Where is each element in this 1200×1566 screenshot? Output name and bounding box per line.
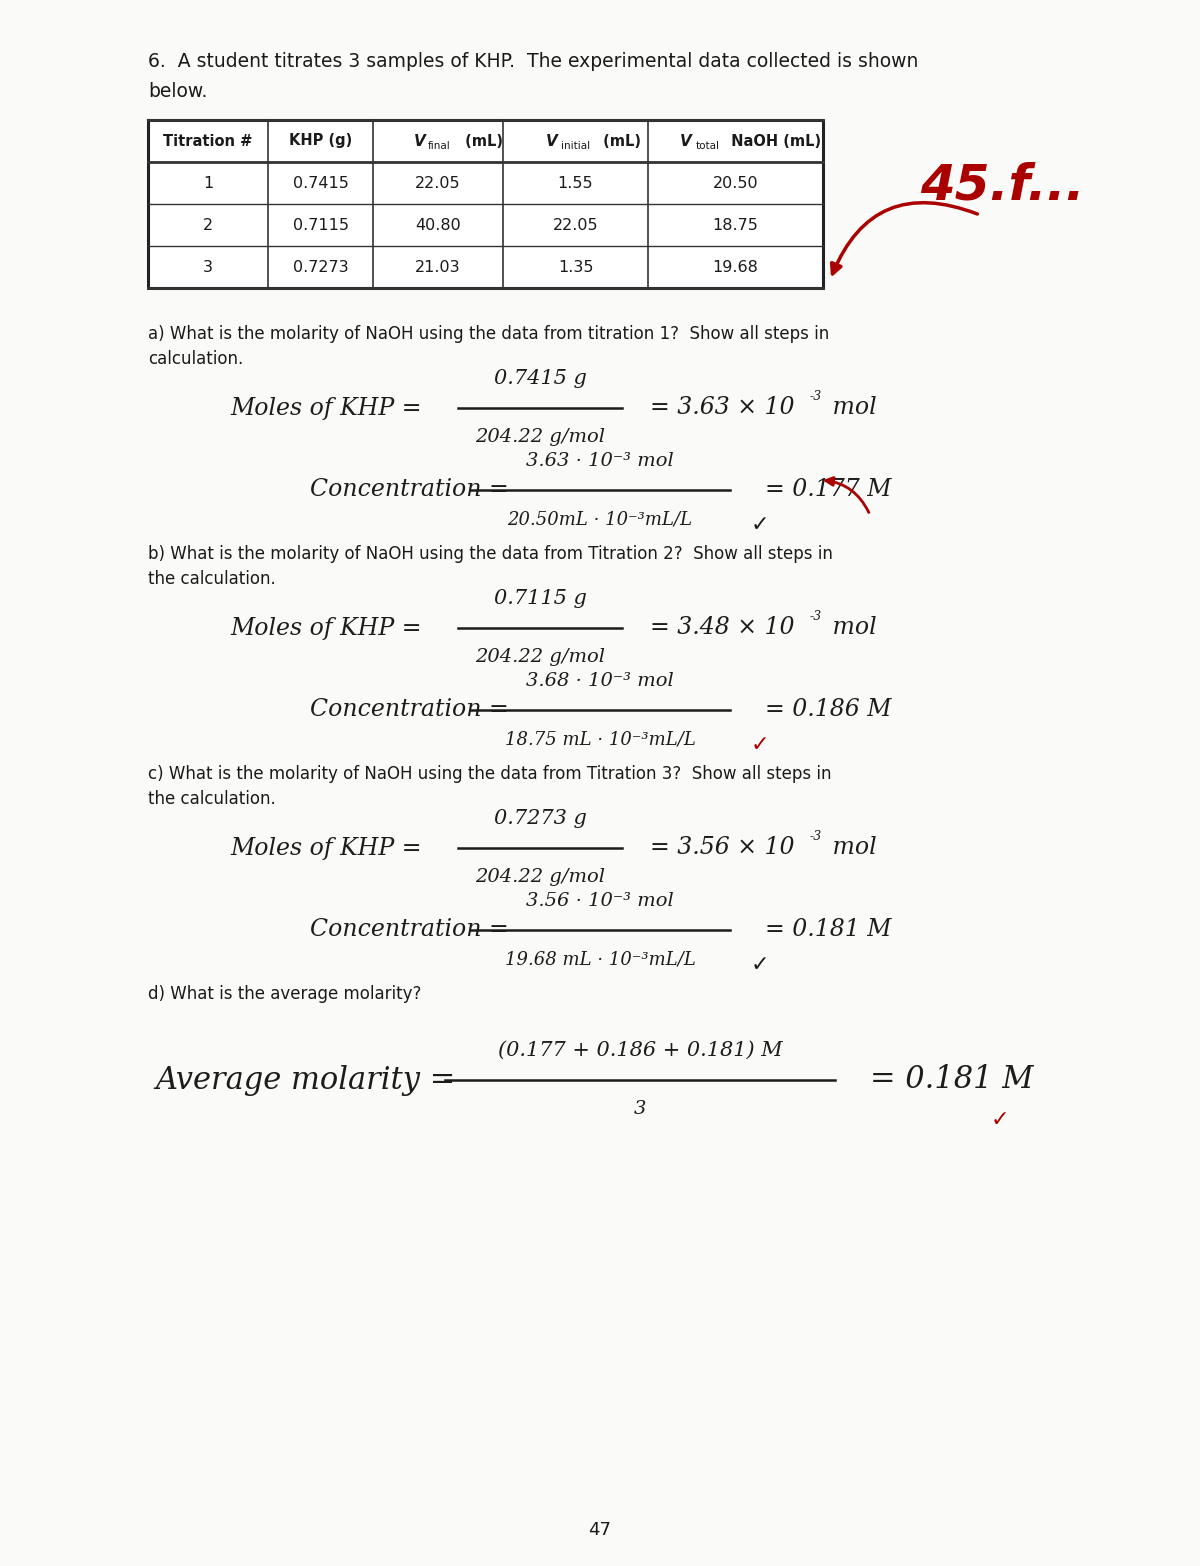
Text: -3: -3 (810, 390, 822, 402)
Text: the calculation.: the calculation. (148, 570, 276, 587)
Text: (mL): (mL) (598, 133, 641, 149)
Text: the calculation.: the calculation. (148, 789, 276, 808)
Text: 204.22 g/mol: 204.22 g/mol (475, 428, 605, 446)
Text: = 3.56 × 10: = 3.56 × 10 (650, 836, 794, 860)
Text: c) What is the molarity of NaOH using the data from Titration 3?  Show all steps: c) What is the molarity of NaOH using th… (148, 766, 832, 783)
Text: Concentration =: Concentration = (310, 479, 509, 501)
Text: Concentration =: Concentration = (310, 698, 509, 722)
Text: Moles of KHP =: Moles of KHP = (230, 396, 421, 420)
Text: V: V (414, 133, 426, 149)
Text: KHP (g): KHP (g) (289, 133, 352, 149)
Text: Moles of KHP =: Moles of KHP = (230, 836, 421, 860)
Text: 6.  A student titrates 3 samples of KHP.  The experimental data collected is sho: 6. A student titrates 3 samples of KHP. … (148, 52, 918, 70)
Text: 1.35: 1.35 (558, 260, 593, 274)
Text: (mL): (mL) (460, 133, 503, 149)
Text: ✓: ✓ (751, 515, 769, 536)
Text: (0.177 + 0.186 + 0.181) M: (0.177 + 0.186 + 0.181) M (498, 1041, 782, 1060)
Text: 19.68 mL · 10⁻³mL/L: 19.68 mL · 10⁻³mL/L (504, 951, 696, 968)
Text: 204.22 g/mol: 204.22 g/mol (475, 868, 605, 886)
Text: 18.75: 18.75 (713, 218, 758, 232)
Text: mol: mol (826, 396, 877, 420)
Text: 20.50: 20.50 (713, 175, 758, 191)
Text: 3.63 · 10⁻³ mol: 3.63 · 10⁻³ mol (526, 453, 674, 470)
Text: Concentration =: Concentration = (310, 919, 509, 941)
Text: 21.03: 21.03 (415, 260, 461, 274)
Text: 0.7273 g: 0.7273 g (493, 810, 587, 828)
Text: initial: initial (562, 141, 590, 150)
Text: -3: -3 (810, 830, 822, 843)
Text: mol: mol (826, 617, 877, 639)
Bar (148, 121, 823, 288)
Text: = 0.186 M: = 0.186 M (766, 698, 892, 722)
Text: 19.68: 19.68 (713, 260, 758, 274)
Text: = 0.181 M: = 0.181 M (766, 919, 892, 941)
Text: 45.f...: 45.f... (920, 161, 1085, 208)
Text: below.: below. (148, 81, 208, 100)
Text: = 0.181 M: = 0.181 M (870, 1065, 1033, 1096)
Text: 2: 2 (203, 218, 214, 232)
Text: V: V (679, 133, 691, 149)
Text: 22.05: 22.05 (553, 218, 599, 232)
Text: = 0.177 M: = 0.177 M (766, 479, 892, 501)
Text: 40.80: 40.80 (415, 218, 461, 232)
Text: ✓: ✓ (991, 1110, 1009, 1131)
Text: 18.75 mL · 10⁻³mL/L: 18.75 mL · 10⁻³mL/L (504, 730, 696, 749)
Text: 3.68 · 10⁻³ mol: 3.68 · 10⁻³ mol (526, 672, 674, 691)
Text: 20.50mL · 10⁻³mL/L: 20.50mL · 10⁻³mL/L (508, 511, 692, 528)
Text: 1.55: 1.55 (558, 175, 593, 191)
Text: NaOH (mL): NaOH (mL) (726, 133, 821, 149)
FancyArrowPatch shape (826, 478, 869, 512)
FancyArrowPatch shape (832, 202, 978, 274)
Text: 0.7115 g: 0.7115 g (493, 589, 587, 608)
Text: d) What is the average molarity?: d) What is the average molarity? (148, 985, 421, 1002)
Text: calculation.: calculation. (148, 349, 244, 368)
Text: = 3.48 × 10: = 3.48 × 10 (650, 617, 794, 639)
Text: 22.05: 22.05 (415, 175, 461, 191)
Text: 1: 1 (203, 175, 214, 191)
Text: 3: 3 (634, 1099, 646, 1118)
Text: mol: mol (826, 836, 877, 860)
Text: 47: 47 (588, 1521, 612, 1539)
Text: 204.22 g/mol: 204.22 g/mol (475, 648, 605, 666)
Text: 0.7115: 0.7115 (293, 218, 348, 232)
Text: total: total (696, 141, 720, 150)
Text: -3: -3 (810, 609, 822, 623)
Text: a) What is the molarity of NaOH using the data from titration 1?  Show all steps: a) What is the molarity of NaOH using th… (148, 326, 829, 343)
Text: ✓: ✓ (751, 955, 769, 976)
Text: ✓: ✓ (751, 734, 769, 755)
Text: V: V (546, 133, 557, 149)
Text: Average molarity =: Average molarity = (155, 1065, 455, 1096)
Text: b) What is the molarity of NaOH using the data from Titration 2?  Show all steps: b) What is the molarity of NaOH using th… (148, 545, 833, 564)
Text: 0.7415: 0.7415 (293, 175, 348, 191)
Text: 0.7415 g: 0.7415 g (493, 370, 587, 388)
Text: = 3.63 × 10: = 3.63 × 10 (650, 396, 794, 420)
Text: 3.56 · 10⁻³ mol: 3.56 · 10⁻³ mol (526, 893, 674, 910)
Text: Moles of KHP =: Moles of KHP = (230, 617, 421, 639)
Text: 0.7273: 0.7273 (293, 260, 348, 274)
Text: final: final (428, 141, 451, 150)
Text: Titration #: Titration # (163, 133, 253, 149)
Text: 3: 3 (203, 260, 214, 274)
